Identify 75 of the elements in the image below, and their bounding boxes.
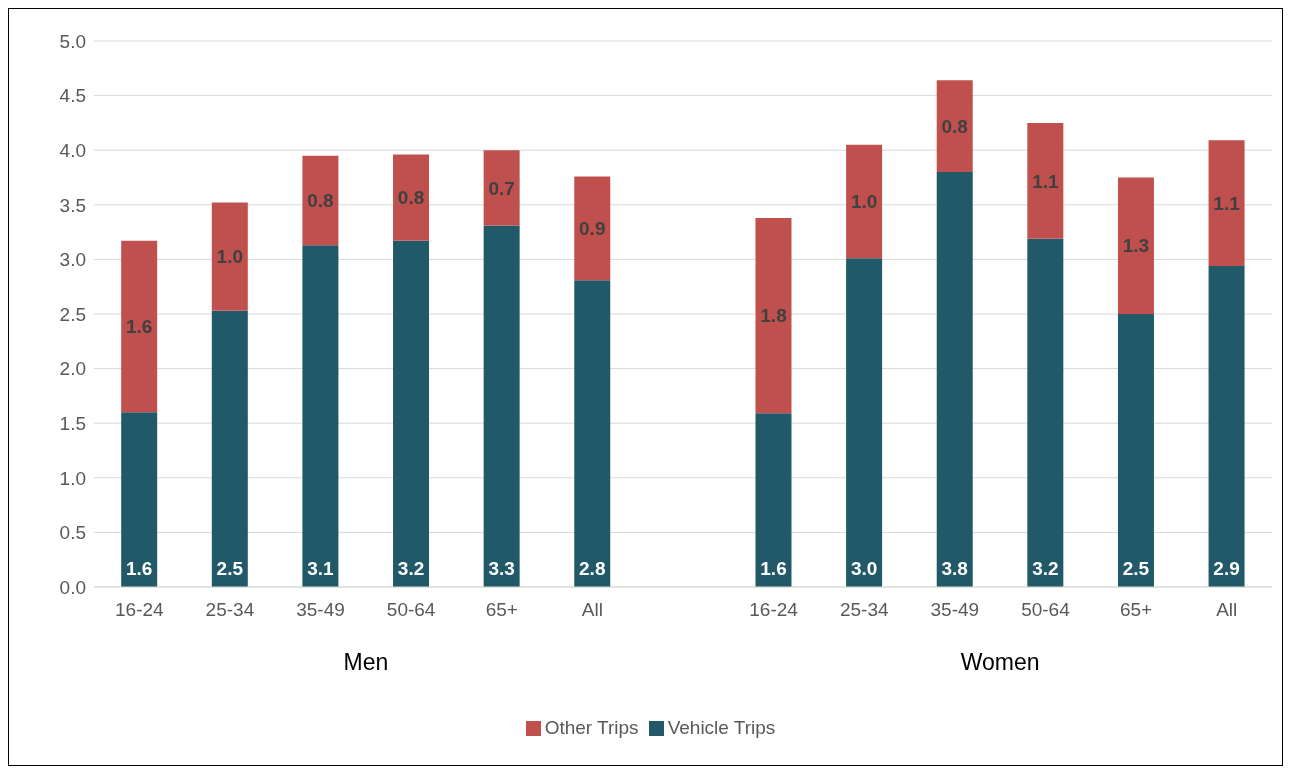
legend-label: Vehicle Trips <box>667 717 776 738</box>
y-tick-label: 0.0 <box>59 576 86 598</box>
x-tick-label: 35-49 <box>930 599 980 621</box>
data-label: 0.8 <box>307 190 334 212</box>
bar <box>483 225 520 587</box>
bar <box>211 310 248 587</box>
data-label: 2.9 <box>1213 558 1240 579</box>
data-label: 3.2 <box>397 558 425 579</box>
bar <box>1027 238 1064 587</box>
x-tick-label: 65+ <box>485 599 518 621</box>
data-label: 2.8 <box>579 558 606 579</box>
data-label: 0.8 <box>397 187 425 209</box>
text: Men <box>342 649 390 676</box>
x-tick-label: 16-24 <box>749 599 799 621</box>
bar <box>1027 122 1064 239</box>
bar <box>211 202 248 311</box>
data-label: 1.3 <box>1122 235 1150 257</box>
x-tick-label: 16-24 <box>115 599 165 621</box>
bar <box>846 258 883 587</box>
bar <box>936 172 973 587</box>
y-tick-label: 3.0 <box>59 249 86 271</box>
x-tick-label: 35-49 <box>296 599 345 621</box>
bar <box>1117 177 1154 314</box>
data-label: 0.9 <box>579 218 606 240</box>
data-label: 1.1 <box>1032 170 1059 192</box>
y-tick-label: 1.5 <box>59 412 86 434</box>
data-label: 1.6 <box>125 316 153 338</box>
data-label: 1.8 <box>760 305 787 327</box>
y-tick-label: 4.5 <box>59 85 86 107</box>
x-tick-label: 50-64 <box>386 599 436 621</box>
y-tick-label: 3.5 <box>59 194 86 216</box>
y-tick-label: 5.0 <box>59 30 86 52</box>
x-tick-label: All <box>1216 599 1238 621</box>
data-label: 3.2 <box>1032 558 1059 579</box>
bar <box>936 80 973 173</box>
bar <box>121 240 158 413</box>
data-label: 2.5 <box>216 558 244 579</box>
data-label: 1.6 <box>760 558 787 579</box>
data-label: 3.1 <box>307 558 335 579</box>
text: Women <box>959 649 1041 676</box>
data-label: 3.8 <box>941 558 968 579</box>
data-label: 0.8 <box>941 115 968 137</box>
x-tick-label: All <box>581 599 603 621</box>
bar <box>755 217 792 414</box>
bar <box>1208 265 1245 587</box>
bar <box>393 240 430 587</box>
x-tick-label: 50-64 <box>1021 599 1071 621</box>
x-tick-label: 25-34 <box>205 599 255 621</box>
y-tick-label: 2.5 <box>59 303 86 325</box>
x-tick-label: 65+ <box>1119 599 1153 621</box>
bar <box>121 412 158 587</box>
y-tick-label: 4.0 <box>59 139 86 161</box>
bar <box>302 245 339 587</box>
data-label: 0.7 <box>488 177 515 199</box>
y-tick-label: 1.0 <box>59 467 86 489</box>
bar <box>755 413 792 587</box>
data-label: 1.0 <box>850 191 878 213</box>
bar <box>393 154 430 241</box>
bar <box>846 144 883 259</box>
data-label: 2.5 <box>1122 558 1150 579</box>
x-tick-label: 25-34 <box>839 599 889 621</box>
data-label: 3.0 <box>850 558 878 579</box>
bar <box>574 176 611 281</box>
bar <box>574 280 611 587</box>
data-label: 1.1 <box>1213 192 1241 214</box>
data-label: 1.0 <box>216 246 244 268</box>
bar <box>302 155 339 246</box>
y-tick-label: 2.0 <box>59 358 86 380</box>
y-tick-label: 0.5 <box>59 522 86 544</box>
bar <box>1208 140 1245 266</box>
bar <box>483 150 520 226</box>
data-label: 3.3 <box>488 558 515 579</box>
bar <box>1117 314 1154 587</box>
data-label: 1.6 <box>125 558 153 579</box>
legend-label: Other Trips <box>544 717 639 738</box>
